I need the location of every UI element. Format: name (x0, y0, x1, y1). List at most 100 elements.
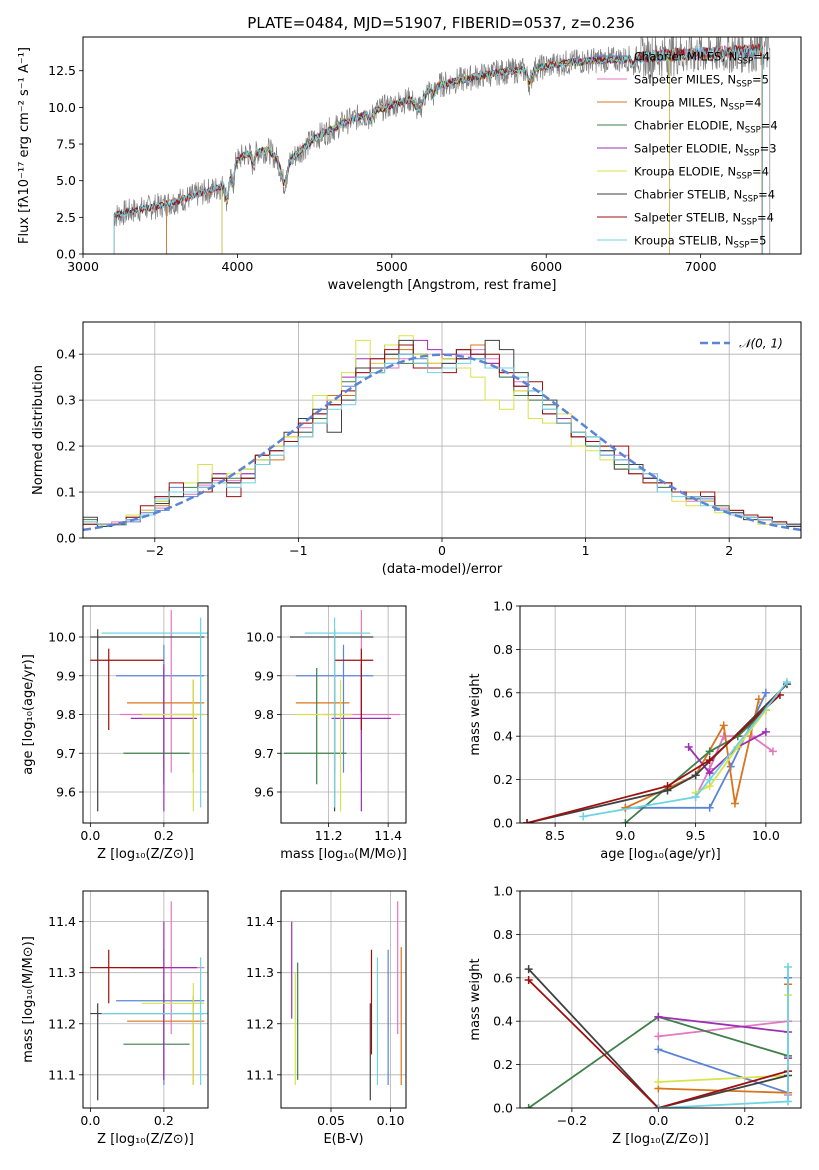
residual-histogram-panel: −2 −1 0 1 2 0.0 0.1 0.2 0.3 0.4 (data-model)/error… (31, 321, 802, 577)
legend-label-sub: SSP (744, 149, 760, 159)
x-axis-label: Z [log₁₀(Z/Z⊙)] (97, 847, 194, 862)
y-axis-label: age [log₁₀(age/yr)] (21, 654, 36, 775)
legend-label-sub: SSP (742, 195, 758, 205)
x-tick-label: 1 (582, 543, 590, 558)
y-tick-label: 0.6 (493, 685, 513, 700)
legend-label-suffix: =4 (752, 165, 769, 179)
mass-weight-vs-age-panel: 8.5 9.0 9.5 10.0 0.0 0.2 0.4 0.6 0.8 1.0 age [log₁… (468, 599, 802, 862)
y-tick-label: 9.7 (56, 746, 76, 761)
normal-distribution-curve (83, 353, 801, 532)
x-tick-label: 2 (725, 543, 733, 558)
weight-marker-chabrier-miles (761, 688, 770, 697)
y-tick-label: 11.3 (48, 965, 76, 980)
mass-weight-vs-metallicity-panel: −0.2 0.0 0.2 0.0 0.2 0.4 0.6 0.8 1.0 Z [log₁₀(Z/Z… (468, 884, 802, 1147)
y-tick-label: 0.1 (56, 485, 76, 500)
x-tick-label: 0.2 (735, 1113, 755, 1128)
x-tick-label: 11.2 (315, 828, 343, 843)
y-tick-label: 10.0 (246, 630, 274, 645)
x-axis-label: E(B-V) (323, 1132, 363, 1147)
weight-marker-salpeter-stelib (663, 782, 672, 791)
y-tick-label: 11.3 (246, 965, 274, 980)
age-vs-metallicity-panel: 0.0 0.2 9.6 9.7 9.8 9.9 10.0 Z [log₁₀(Z/Z⊙)] age… (21, 605, 209, 862)
y-axis-label: mass weight (468, 958, 483, 1040)
weight-line-kroupa-elodie (658, 995, 789, 1083)
y-tick-label: 7.5 (56, 137, 76, 152)
weight-marker-kroupa-stelib (654, 1104, 663, 1108)
weight-line-chabrier-stelib (527, 968, 789, 1108)
x-axis-label: (data-model)/error (382, 562, 503, 577)
weight-marker-salpeter-stelib (705, 756, 714, 765)
y-tick-label: 9.9 (254, 668, 274, 683)
legend-label: Kroupa STELIB, NSSP=5 (634, 234, 766, 251)
x-tick-label: 0.10 (377, 1113, 405, 1128)
legend-label-sub: SSP (729, 103, 745, 113)
x-axis-label: Z [log₁₀(Z/Z⊙)] (612, 1132, 709, 1147)
plot-area (523, 677, 791, 823)
y-tick-label: 11.4 (246, 914, 274, 929)
weight-line-chabrier-miles (658, 977, 789, 1095)
y-tick-label: 0.2 (56, 439, 76, 454)
x-tick-label: 5000 (376, 259, 408, 274)
x-tick-label: −1 (289, 543, 307, 558)
legend-label-main: Chabrier ELODIE, N (634, 119, 745, 133)
y-tick-label: 0.0 (56, 247, 76, 262)
y-tick-label: 10.0 (48, 100, 76, 115)
weight-marker-chabrier-miles (705, 803, 714, 812)
x-tick-label: 6000 (530, 259, 562, 274)
plot-area (90, 901, 208, 1101)
x-tick-label: 7000 (685, 259, 717, 274)
legend-label-main: Chabrier STELIB, N (634, 188, 742, 202)
y-tick-label: 12.5 (48, 63, 76, 78)
x-tick-label: 0.0 (80, 828, 100, 843)
plot-area (113, 37, 771, 254)
y-tick-label: 9.6 (56, 785, 76, 800)
weight-marker-kroupa-stelib (784, 962, 793, 971)
weight-marker-salpeter-miles (768, 747, 777, 756)
weight-marker-chabrier-elodie (621, 819, 630, 823)
legend-label-main: Salpeter ELODIE, N (634, 142, 744, 156)
legend-label-sub: SSP (736, 172, 752, 182)
y-tick-label: 9.8 (56, 707, 76, 722)
legend-label: Salpeter MILES, NSSP=5 (634, 73, 769, 90)
weight-line-salpeter-miles (658, 1020, 789, 1095)
y-tick-label: 0.4 (493, 1014, 513, 1029)
legend-label-suffix: =4 (753, 50, 770, 64)
weight-marker-kroupa-stelib (784, 1097, 793, 1106)
weight-marker-chabrier-elodie (524, 1104, 533, 1108)
y-tick-label: 5.0 (56, 173, 76, 188)
mass-vs-metallicity-panel: 0.0 0.2 11.1 11.2 11.3 11.4 Z [log₁₀(Z/Z⊙)] mas… (21, 890, 209, 1147)
x-axis-label: wavelength [Angstrom, rest frame] (328, 278, 557, 293)
plot-area (90, 609, 208, 812)
x-tick-label: 4000 (222, 259, 254, 274)
age-vs-mass-panel: 11.2 11.4 9.6 9.7 9.8 9.9 10.0 mass [log₁₀(M/M⊙… (246, 605, 407, 862)
plot-frame (82, 36, 802, 255)
legend-label: Salpeter STELIB, NSSP=4 (634, 211, 774, 228)
weight-marker-chabrier-elodie (705, 747, 714, 756)
figure-title: PLATE=0484, MJD=51907, FIBERID=0537, z=0… (247, 14, 634, 32)
weight-line-kroupa-stelib (583, 681, 788, 818)
y-tick-label: 0.4 (493, 729, 513, 744)
x-tick-label: −2 (146, 543, 164, 558)
legend-label: Chabrier STELIB, NSSP=4 (634, 188, 775, 205)
legend-label: Salpeter ELODIE, NSSP=3 (634, 142, 777, 159)
weight-marker-kroupa-elodie (654, 1077, 663, 1086)
plot-frame (280, 890, 407, 1109)
plot-area (283, 609, 401, 812)
legend-label-suffix: =4 (758, 188, 775, 202)
weight-marker-kroupa-stelib (579, 812, 588, 821)
y-tick-label: 11.2 (48, 1016, 76, 1031)
weight-marker-chabrier-stelib (524, 965, 533, 974)
weight-line-salpeter-stelib (526, 694, 781, 823)
legend-label-main: Salpeter MILES, N (634, 73, 736, 87)
legend-label-sub: SSP (741, 218, 757, 228)
y-tick-label: 1.0 (493, 599, 513, 614)
x-tick-label: 9.5 (686, 828, 706, 843)
weight-line-chabrier-stelib (526, 683, 788, 823)
legend-label-suffix: =5 (752, 73, 769, 87)
weight-marker-salpeter-elodie (761, 727, 770, 736)
weight-marker-salpeter-miles (719, 732, 728, 741)
x-tick-label: 10.0 (752, 828, 780, 843)
plot-frame (82, 321, 802, 539)
weight-marker-salpeter-stelib (524, 975, 533, 984)
